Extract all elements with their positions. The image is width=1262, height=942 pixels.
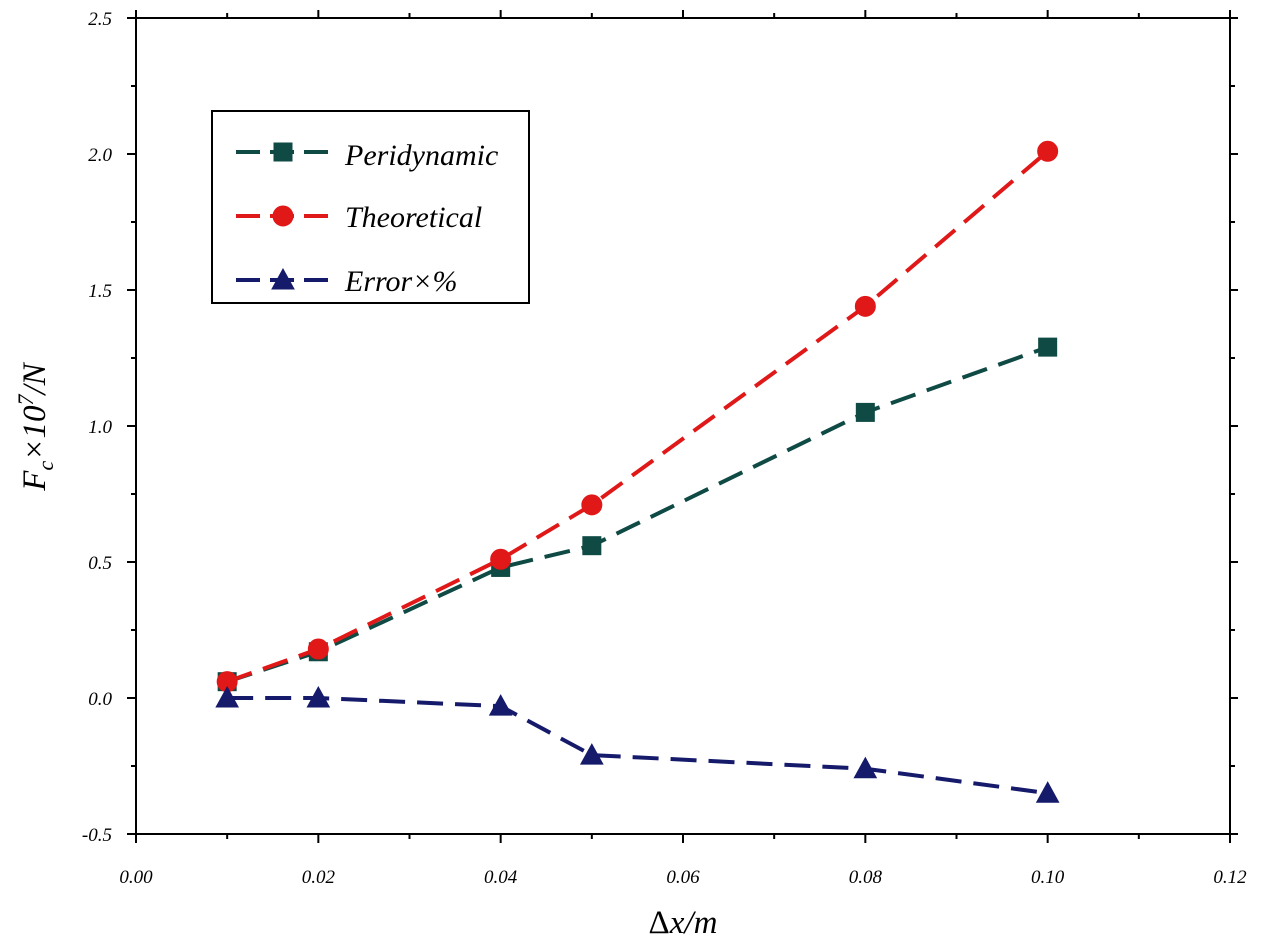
point-error: [853, 756, 878, 779]
x-tick-label: 0.08: [849, 867, 883, 888]
point-peridynamic: [582, 536, 602, 556]
x-tick-label: 0.04: [484, 867, 518, 888]
series-line-error: [227, 696, 1048, 796]
series-layer: [215, 140, 1060, 803]
x-tick-label: 0.10: [1031, 867, 1065, 888]
y-tick-label: 0.0: [88, 689, 112, 710]
point-theoretical: [490, 548, 512, 570]
legend-label-peridynamic: Peridynamic: [344, 139, 498, 172]
point-error: [215, 685, 240, 708]
y-tick-label: 2.5: [88, 9, 112, 30]
point-error: [488, 694, 513, 716]
legend-marker-error: [271, 267, 295, 290]
point-theoretical: [581, 494, 603, 516]
legend-label-theoretical: Theoretical: [345, 201, 482, 234]
legend-items: [236, 142, 328, 290]
x-tick-label: 0.06: [666, 867, 700, 888]
point-peridynamic: [1038, 337, 1058, 357]
point-error: [306, 685, 331, 708]
x-tick-label: 0.02: [302, 867, 336, 888]
point-error: [1035, 781, 1060, 803]
y-tick-label: 1.5: [88, 281, 112, 302]
y-tick-label: 2.0: [88, 145, 112, 166]
y-axis-label: Fc×107/N: [13, 361, 58, 491]
legend: Peridynamic Theoretical Error×%: [211, 110, 530, 304]
x-tick-labels: 0.00 0.02 0.04 0.06 0.08 0.10 0.12: [119, 867, 1247, 888]
legend-label-error: Error×%: [344, 265, 457, 298]
x-tick-label: 0.12: [1213, 867, 1247, 888]
x-axis-label: Δx/m: [649, 905, 718, 941]
point-theoretical: [1037, 140, 1059, 162]
series-line-peridynamic: [226, 345, 1049, 684]
y-tick-labels: -0.5 0.0 0.5 1.0 1.5 2.0 2.5: [82, 9, 113, 846]
series-error: [215, 685, 1060, 803]
y-tick-label: 0.5: [88, 553, 112, 574]
y-tick-label: 1.0: [88, 417, 112, 438]
point-error: [579, 743, 604, 765]
y-tick-label: -0.5: [82, 825, 112, 846]
legend-marker-peridynamic: [273, 142, 293, 162]
point-peridynamic: [855, 402, 875, 422]
point-theoretical: [307, 638, 329, 660]
point-theoretical: [854, 295, 876, 317]
x-tick-label: 0.00: [119, 867, 153, 888]
axis-ticks: [127, 10, 1238, 843]
legend-marker-theoretical: [272, 205, 294, 227]
series-line-theoretical: [226, 149, 1049, 684]
series-theoretical: [216, 140, 1059, 693]
legend-box: [211, 110, 530, 304]
